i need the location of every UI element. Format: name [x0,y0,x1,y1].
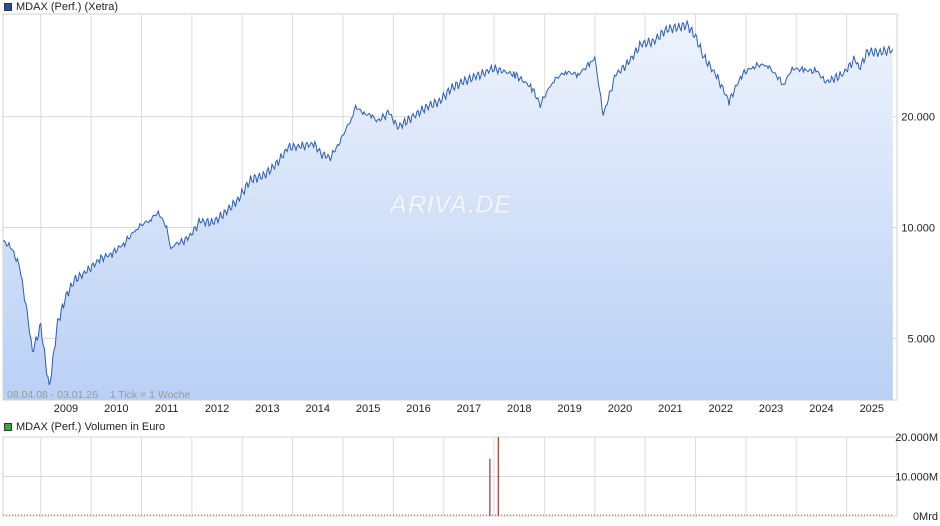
y-tick-label: 20.000 [901,112,935,124]
volume-y-tick-label: 0Mrd [913,511,938,523]
x-tick-label: 2022 [708,403,732,415]
x-tick-label: 2014 [306,403,330,415]
volume-legend-swatch [4,423,12,431]
watermark: ARIVA.DE [388,189,512,219]
x-tick-label: 2024 [809,403,833,415]
x-tick-label: 2025 [860,403,884,415]
x-tick-label: 2012 [205,403,229,415]
x-tick-label: 2020 [608,403,632,415]
x-tick-label: 2016 [406,403,430,415]
x-tick-label: 2009 [54,403,78,415]
y-tick-label: 5.000 [907,333,935,345]
x-tick-label: 2013 [255,403,279,415]
x-tick-label: 2011 [155,403,179,415]
x-tick-label: 2018 [507,403,531,415]
price-axes: 2009 2010 2011 2012 2013 2014 2015 2016 2017 2018… [54,112,935,415]
volume-bars [3,437,893,516]
volume-legend-label: MDAX (Perf.) Volumen in Euro [16,421,166,433]
volume-grid [2,436,898,517]
x-tick-label: 2021 [658,403,682,415]
y-tick-label: 10.000 [901,222,935,234]
x-tick-label: 2023 [759,403,783,415]
volume-y-tick-label: 10.000M [895,472,938,484]
price-legend-label: MDAX (Perf.) (Xetra) [16,1,119,13]
volume-y-tick-label: 20.000M [895,432,938,444]
price-area [3,21,893,400]
price-line [2,19,894,385]
price-legend: MDAX (Perf.) (Xetra) [4,1,118,13]
x-tick-label: 2015 [356,403,380,415]
x-tick-label: 2010 [104,403,128,415]
x-tick-label: 2017 [457,403,481,415]
volume-axes: 0Mrd 10.000M 20.000M [895,432,938,523]
period-info: 08.04.08 - 03.01.26 1 Tick = 1 Woche [7,389,191,401]
volume-legend: MDAX (Perf.) Volumen in Euro [4,421,165,433]
x-tick-label: 2019 [557,403,581,415]
price-legend-swatch [4,3,12,11]
